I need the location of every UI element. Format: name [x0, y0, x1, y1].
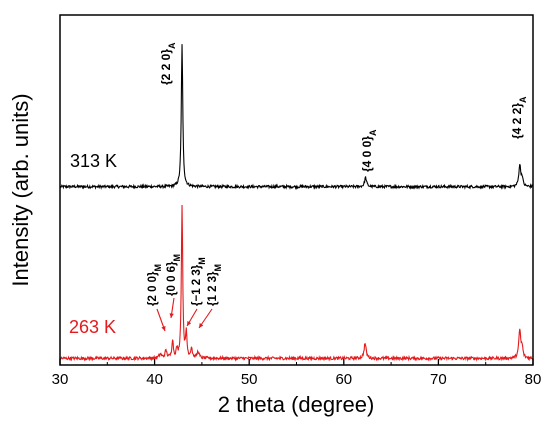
peak-label-black-1: {4 0 0}A [360, 129, 378, 172]
peak-label-black-0: {2 2 0}A [159, 42, 177, 85]
peak-arrowhead-0 [161, 326, 166, 331]
series-line-1 [60, 205, 533, 362]
series-line-0 [59, 44, 534, 191]
y-axis-title: Intensity (arb. units) [8, 93, 33, 286]
peak-label-red-2: {−1 2 3}M [191, 257, 207, 306]
x-tick-label-4: 70 [430, 371, 447, 388]
x-tick-label-2: 50 [241, 371, 258, 388]
peak-arrowhead-3 [199, 323, 204, 328]
peak-label-red-1: {0 0 6}M [166, 254, 182, 296]
peak-label-red-0: {2 0 0}M [147, 264, 163, 306]
series-layer [59, 44, 534, 362]
plot-frame [59, 14, 534, 366]
label-layer: 313 K 263 K {2 2 0}A {4 0 0}A {4 2 2}A {2 0 0… [69, 42, 528, 337]
peak-arrowhead-1 [169, 313, 174, 318]
x-tick-label-3: 60 [335, 371, 352, 388]
peak-arrowhead-2 [187, 321, 192, 326]
tick-layer: 30 40 50 60 70 80 [52, 359, 542, 388]
x-tick-label-0: 30 [52, 371, 69, 388]
peak-label-black-2: {4 2 2}A [510, 96, 528, 139]
series-label-313k: 313 K [70, 151, 117, 171]
peak-label-red-3: {1 2 3}M [207, 264, 223, 306]
x-tick-label-1: 40 [146, 371, 163, 388]
x-axis-title: 2 theta (degree) [218, 392, 375, 417]
series-label-263k: 263 K [69, 317, 116, 337]
x-tick-label-5: 80 [525, 371, 542, 388]
